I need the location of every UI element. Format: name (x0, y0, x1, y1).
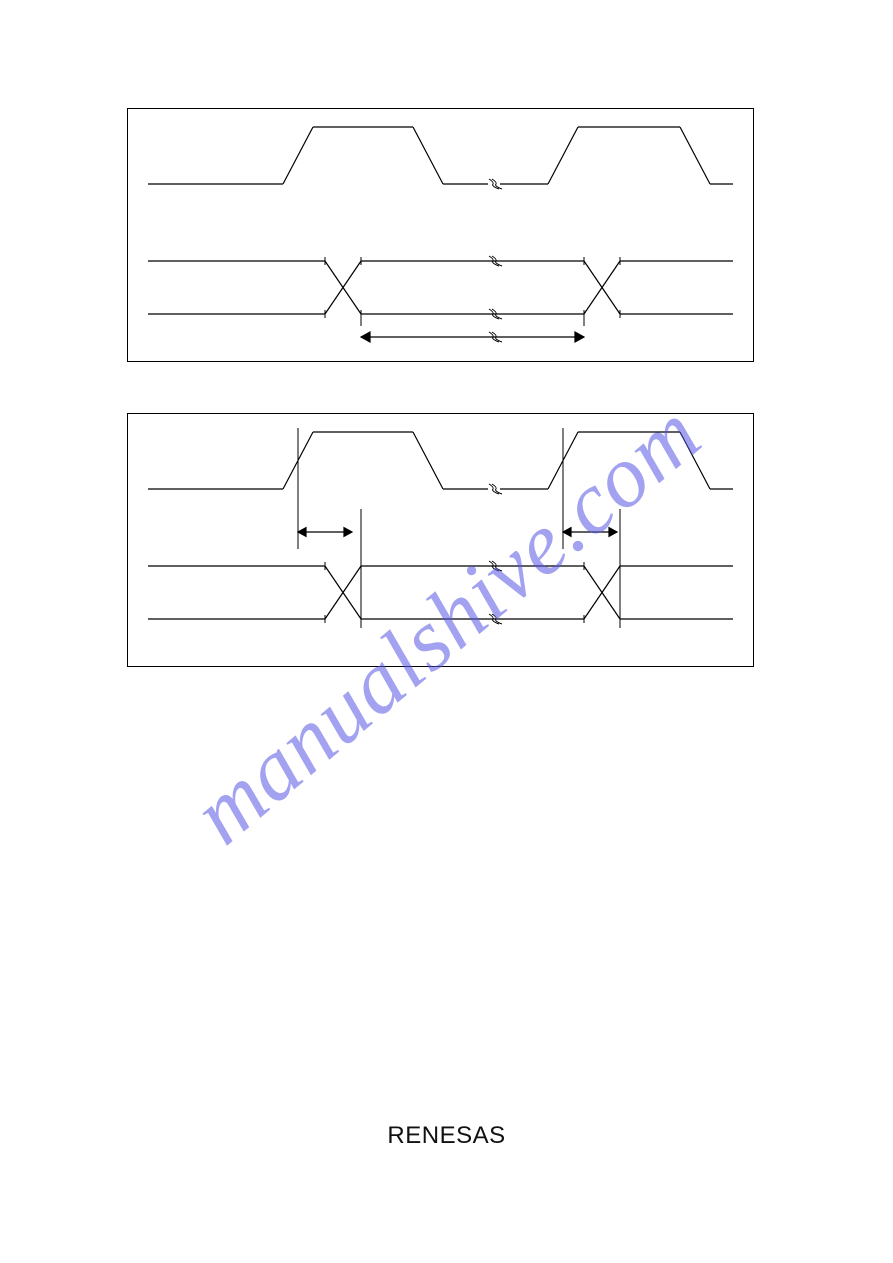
timing-diagram-1-svg (128, 109, 753, 361)
page-root: manualshive.com RENESAS (0, 0, 893, 1263)
timing-diagram-2 (127, 413, 754, 667)
timing-diagram-2-svg (128, 414, 753, 666)
renesas-logo: RENESAS (387, 1122, 505, 1150)
timing-diagram-1 (127, 108, 754, 362)
